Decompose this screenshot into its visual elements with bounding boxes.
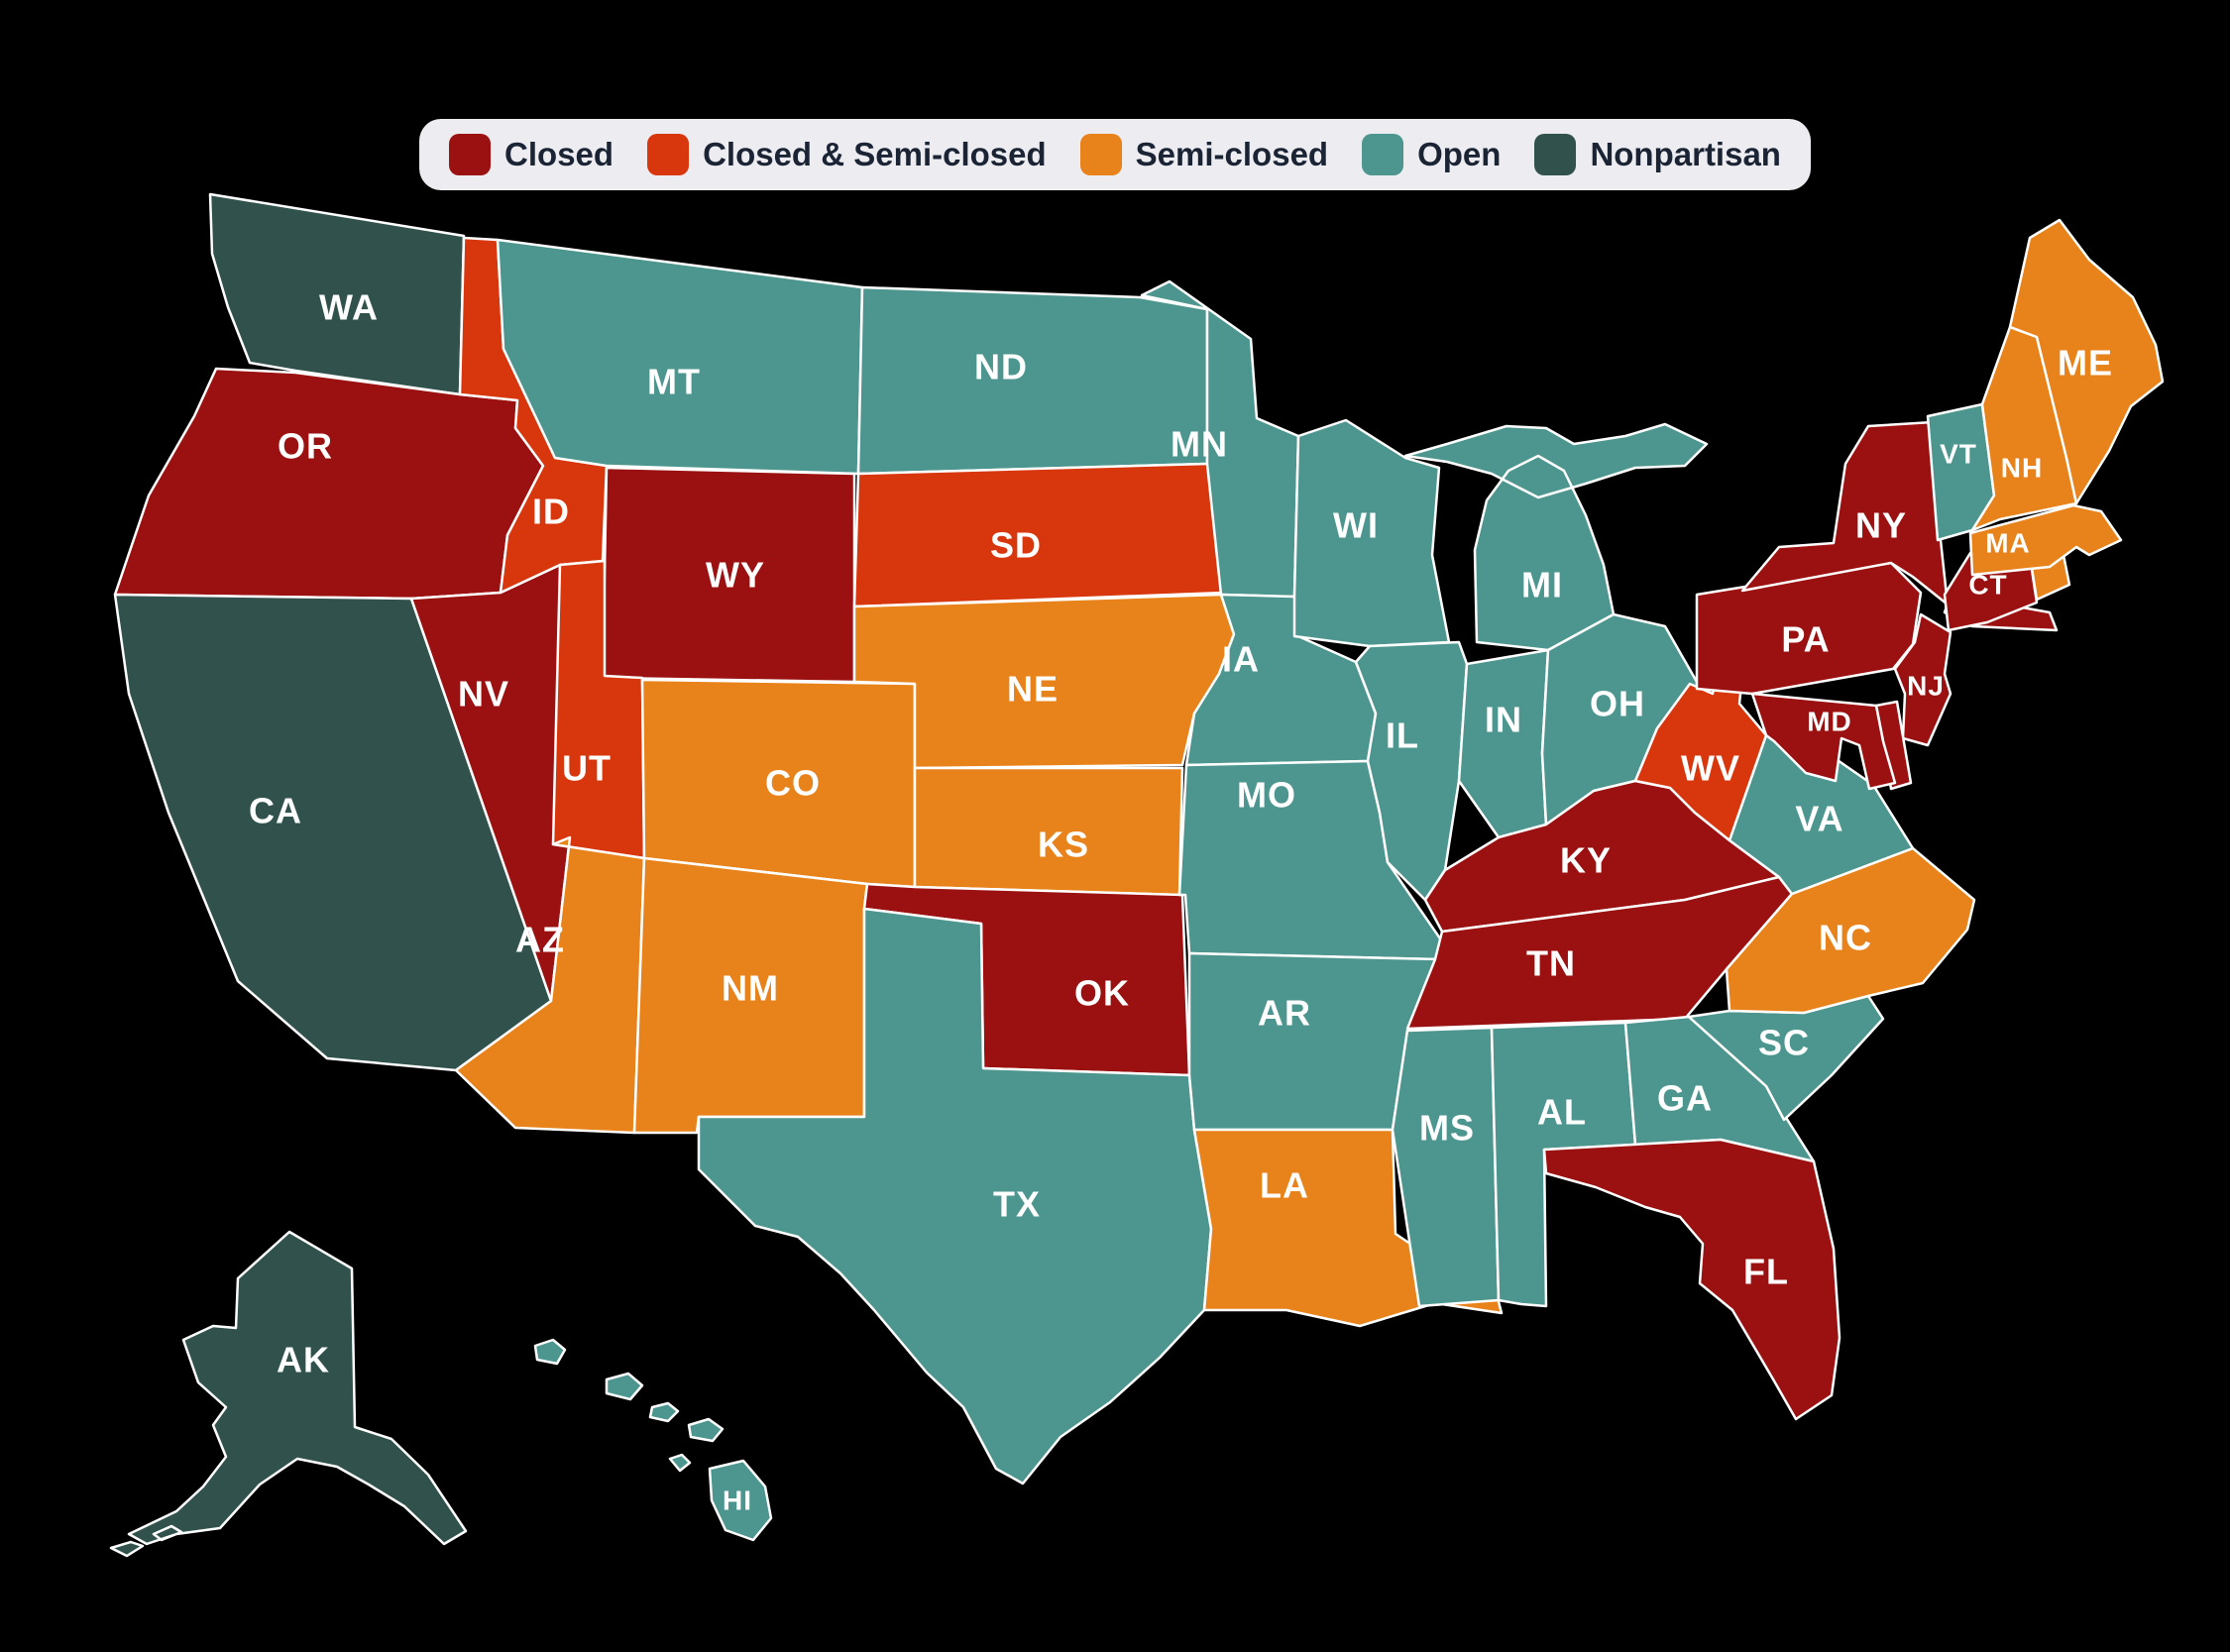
state-OR[interactable] bbox=[113, 367, 545, 601]
legend: Closed Closed & Semi-closed Semi-closed Ope… bbox=[419, 119, 1811, 190]
state-WA[interactable] bbox=[208, 192, 466, 396]
legend-item-open: Open bbox=[1362, 134, 1501, 175]
legend-label-closed: Closed bbox=[504, 136, 614, 172]
state-MD[interactable] bbox=[1750, 692, 1897, 791]
legend-swatch-nonpartisan bbox=[1534, 134, 1577, 175]
state-ND[interactable] bbox=[856, 285, 1209, 476]
state-MI[interactable] bbox=[1403, 422, 1709, 652]
state-WY[interactable] bbox=[601, 466, 856, 684]
state-AK[interactable] bbox=[109, 1230, 468, 1558]
legend-label-semi: Semi-closed bbox=[1135, 136, 1329, 172]
legend-swatch-semi bbox=[1079, 134, 1122, 175]
legend-swatch-closed bbox=[449, 134, 492, 175]
legend-item-closed_semi: Closed & Semi-closed bbox=[647, 134, 1047, 175]
state-IL[interactable] bbox=[1354, 640, 1469, 902]
state-ME[interactable] bbox=[2008, 218, 2165, 505]
state-FL[interactable] bbox=[1542, 1138, 1841, 1421]
state-KS[interactable] bbox=[913, 766, 1184, 897]
legend-label-nonpartisan: Nonpartisan bbox=[1590, 136, 1781, 172]
legend-item-nonpartisan: Nonpartisan bbox=[1534, 134, 1781, 175]
state-NM[interactable] bbox=[632, 856, 869, 1135]
state-HI[interactable] bbox=[533, 1338, 773, 1542]
legend-swatch-closed_semi bbox=[647, 134, 690, 175]
state-MS[interactable] bbox=[1391, 1026, 1501, 1308]
state-MT[interactable] bbox=[496, 238, 864, 476]
state-WI[interactable] bbox=[1292, 418, 1451, 648]
legend-item-closed: Closed bbox=[449, 134, 613, 175]
legend-item-semi: Semi-closed bbox=[1079, 134, 1329, 175]
state-NJ[interactable] bbox=[1893, 612, 1952, 747]
state-MA[interactable] bbox=[1968, 503, 2123, 577]
state-SD[interactable] bbox=[852, 462, 1226, 608]
legend-label-open: Open bbox=[1417, 136, 1502, 172]
state-IN[interactable] bbox=[1457, 648, 1550, 839]
legend-swatch-open bbox=[1362, 134, 1404, 175]
state-CO[interactable] bbox=[640, 678, 917, 889]
state-PA[interactable] bbox=[1695, 561, 1923, 696]
legend-label-closed_semi: Closed & Semi-closed bbox=[703, 136, 1047, 172]
